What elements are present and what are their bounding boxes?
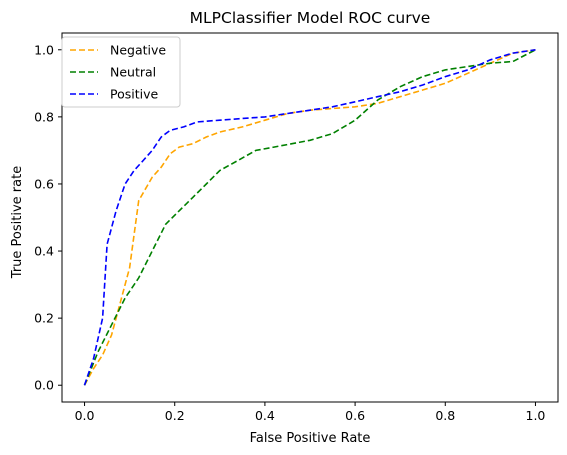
x-axis-label: False Positive Rate [250, 431, 371, 446]
x-tick-label: 0.0 [75, 408, 95, 423]
y-axis-label: True Positive rate [10, 166, 25, 279]
x-axis: 0.0 0.2 0.4 0.6 0.8 1.0 [75, 402, 546, 423]
y-tick-label: 0.0 [34, 378, 54, 393]
x-tick-label: 0.6 [345, 408, 365, 423]
y-tick-label: 0.8 [34, 109, 54, 124]
x-tick-label: 1.0 [526, 408, 546, 423]
plot-frame [61, 32, 559, 403]
y-tick-label: 0.2 [34, 311, 54, 326]
series-line-positive [83, 49, 536, 386]
y-tick-label: 0.4 [34, 244, 54, 259]
series-line-negative [83, 49, 536, 386]
chart-title: MLPClassifier Model ROC curve [190, 9, 431, 27]
legend-label-negative: Negative [110, 43, 166, 58]
legend-label-positive: Positive [110, 87, 158, 102]
legend: Negative Neutral Positive [61, 36, 181, 108]
y-tick-label: 1.0 [34, 42, 54, 57]
legend-label-neutral: Neutral [110, 65, 156, 80]
x-tick-label: 0.8 [435, 408, 455, 423]
plot-area [61, 32, 559, 403]
x-tick-label: 0.2 [165, 408, 185, 423]
legend-box [61, 36, 181, 108]
series-line-neutral [83, 49, 536, 386]
y-axis: 0.0 0.2 0.4 0.6 0.8 1.0 [34, 42, 62, 393]
y-tick-label: 0.6 [34, 176, 54, 191]
series-layer [83, 49, 536, 386]
x-tick-label: 0.4 [255, 408, 275, 423]
